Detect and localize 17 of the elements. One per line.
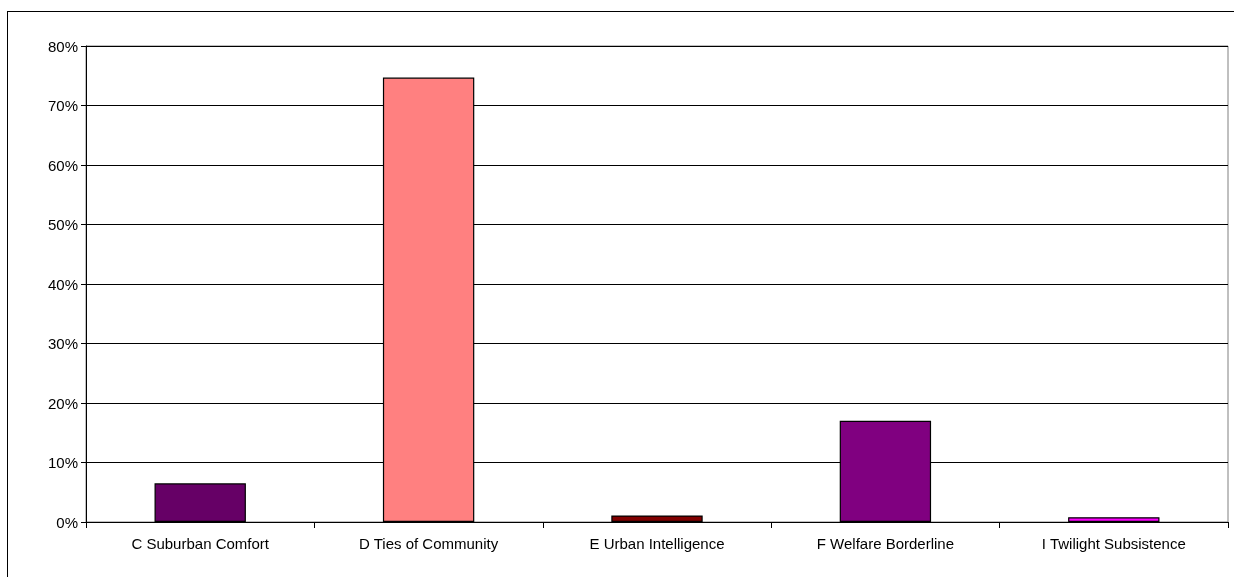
y-tick-label: 70% xyxy=(47,97,78,114)
y-tick-label: 60% xyxy=(47,156,78,174)
y-tick-label: 30% xyxy=(47,335,78,352)
x-tick-label: F Welfare Borderline xyxy=(816,535,955,552)
bar xyxy=(1068,517,1160,522)
y-tick-label: 50% xyxy=(47,216,78,233)
bar xyxy=(154,483,246,522)
y-tick-label: 10% xyxy=(47,454,78,471)
x-tick-label: I Twilight Subsistence xyxy=(1041,535,1186,552)
y-tick-label: 80% xyxy=(47,37,78,55)
y-tick-label: 20% xyxy=(47,394,78,412)
y-tick-label: 40% xyxy=(47,275,78,293)
y-tick-label: 0% xyxy=(56,513,78,531)
x-tick-label: D Ties of Community xyxy=(358,535,499,552)
x-tick-label: C Suburban Comfort xyxy=(131,535,270,552)
bar xyxy=(611,515,703,522)
x-tick-label: E Urban Intelligence xyxy=(589,535,725,552)
